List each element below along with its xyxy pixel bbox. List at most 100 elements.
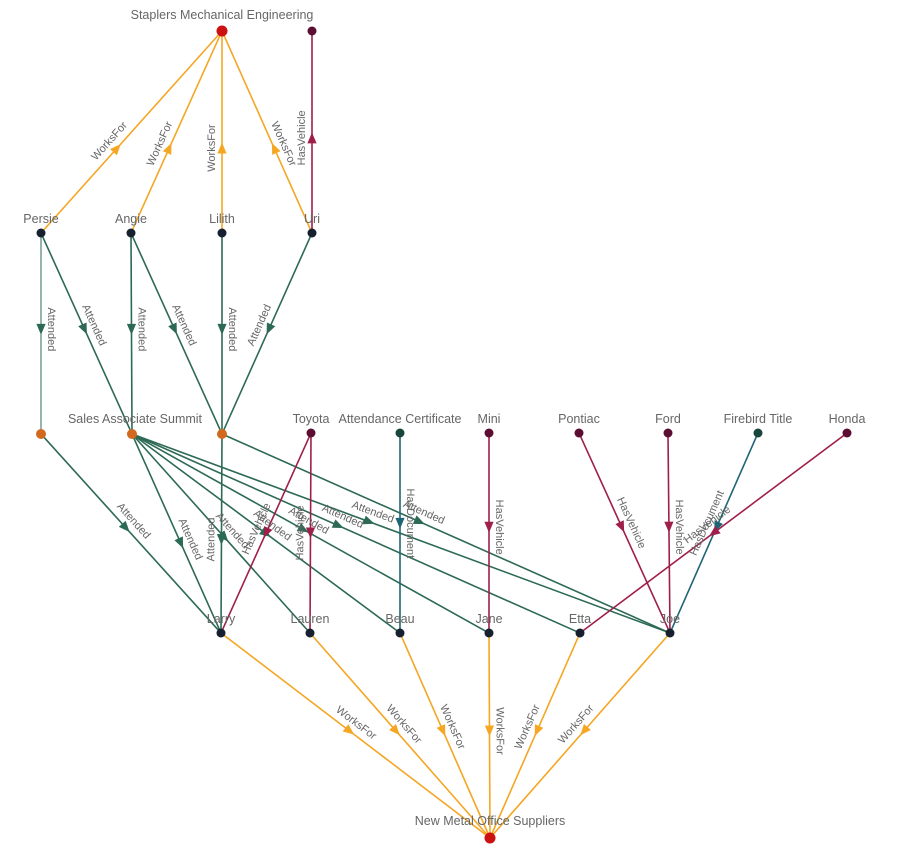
- edge-labels-layer: WorksFor WorksFor WorksFor WorksForHasVehic…: [45, 110, 733, 755]
- edge-arrowhead-icon: [217, 323, 227, 335]
- graph-edge[interactable]: [579, 435, 670, 631]
- graph-node-joe[interactable]: [665, 628, 675, 638]
- node-label-angie: Angie: [115, 212, 147, 226]
- node-label-pontiac: Pontiac: [558, 412, 600, 426]
- edge-label: HasVehicle: [673, 500, 686, 555]
- graph-edge[interactable]: [132, 437, 221, 631]
- edge-arrowhead-icon: [331, 519, 344, 528]
- node-label-lilith: Lilith: [209, 212, 235, 226]
- edge-arrowhead-icon: [484, 725, 495, 737]
- edge-arrowhead-icon: [307, 132, 317, 144]
- edge-arrowhead-icon: [389, 723, 400, 736]
- edge-label: HasDocument: [404, 488, 416, 558]
- edge-arrowhead-icon: [118, 520, 130, 532]
- node-label-etta: Etta: [569, 612, 591, 626]
- node-label-joe: Joe: [660, 612, 680, 626]
- graph-edge[interactable]: [225, 434, 668, 633]
- graph-node-beau[interactable]: [395, 628, 405, 638]
- edge-arrowhead-icon: [580, 723, 591, 736]
- edge-arrowhead-icon: [305, 527, 316, 539]
- edge-arrowhead-icon: [110, 143, 121, 156]
- node-label-larry: Larry: [207, 612, 236, 626]
- edge-label: HasVehicle: [493, 500, 505, 555]
- node-label-mini: Mini: [478, 412, 501, 426]
- graph-node-firebird[interactable]: [753, 428, 763, 438]
- node-labels-layer: Staplers Mechanical Engineering Persie Ang…: [23, 8, 865, 828]
- graph-node-pontiac[interactable]: [574, 428, 584, 438]
- graph-node-angie[interactable]: [126, 228, 136, 238]
- graph-edge[interactable]: [43, 436, 220, 631]
- edge-arrowhead-icon: [263, 526, 273, 539]
- edge-arrowhead-icon: [484, 521, 494, 533]
- graph-edge[interactable]: [42, 33, 220, 231]
- node-label-uri: Uri: [304, 212, 320, 226]
- node-label-beau: Beau: [385, 612, 414, 626]
- edge-arrowhead-icon: [342, 724, 355, 735]
- edge-arrowhead-icon: [174, 536, 184, 549]
- graph-node-att_cert[interactable]: [395, 428, 405, 438]
- edge-label: Attended: [135, 307, 147, 351]
- graph-node-summit2[interactable]: [127, 429, 137, 439]
- edge-arrowhead-icon: [126, 323, 137, 335]
- edge-label: WorksFor: [206, 124, 218, 172]
- graph-node-staplers[interactable]: [216, 25, 228, 37]
- graph-node-newmetal[interactable]: [484, 832, 496, 844]
- edge-arrowhead-icon: [78, 322, 87, 335]
- graph-edge[interactable]: [135, 434, 578, 633]
- node-label-staplers: Staplers Mechanical Engineering: [131, 8, 314, 22]
- node-label-newmetal: New Metal Office Suppliers: [415, 814, 566, 828]
- edge-label: HasVehicle: [296, 110, 308, 165]
- edge-arrowhead-icon: [615, 520, 625, 533]
- edge-arrowhead-icon: [162, 143, 172, 155]
- graph-node-jane[interactable]: [484, 628, 494, 638]
- edge-arrowhead-icon: [36, 323, 46, 335]
- graph-node-honda[interactable]: [842, 428, 852, 438]
- nodes-layer[interactable]: [36, 25, 852, 844]
- graph-node-ford[interactable]: [663, 428, 673, 438]
- edge-arrowhead-icon: [266, 322, 276, 335]
- graph-node-lauren[interactable]: [305, 628, 315, 638]
- graph-edge[interactable]: [223, 34, 312, 231]
- graph-node-uri[interactable]: [307, 228, 317, 238]
- edge-arrowhead-icon: [296, 523, 309, 533]
- edge-arrowhead-icon: [271, 143, 281, 155]
- graph-edge[interactable]: [131, 34, 221, 231]
- node-label-toyota: Toyota: [293, 412, 330, 426]
- graph-node-larry[interactable]: [216, 628, 226, 638]
- node-label-ford: Ford: [655, 412, 681, 426]
- edge-label: Attended: [205, 517, 217, 561]
- edge-arrowhead-icon: [217, 142, 227, 154]
- graph-edge[interactable]: [223, 634, 487, 836]
- graph-node-uri_car[interactable]: [307, 26, 317, 36]
- graph-node-toyota[interactable]: [306, 428, 316, 438]
- edge-arrowhead-icon: [395, 517, 405, 529]
- graph-node-summit1[interactable]: [36, 429, 46, 439]
- graph-node-persie[interactable]: [36, 228, 46, 238]
- node-label-jane: Jane: [475, 612, 502, 626]
- edge-label: Attended: [45, 307, 57, 351]
- edge-arrowhead-icon: [216, 533, 227, 545]
- graph-node-lilith[interactable]: [217, 228, 227, 238]
- node-label-summit2: Sales Associate Summit: [68, 412, 203, 426]
- graph-edge[interactable]: [135, 434, 667, 633]
- edge-arrowhead-icon: [436, 724, 446, 737]
- graph-node-etta[interactable]: [575, 628, 585, 638]
- node-label-lauren: Lauren: [291, 612, 330, 626]
- graph-edge[interactable]: [667, 436, 671, 630]
- edge-arrowhead-icon: [412, 515, 425, 525]
- edge-arrowhead-icon: [362, 515, 375, 525]
- edge-label: Attended: [226, 307, 238, 351]
- edge-arrowhead-icon: [168, 322, 177, 335]
- edge-label: HasVehicle: [294, 505, 306, 560]
- node-label-persie: Persie: [23, 212, 58, 226]
- edge-label: WorksFor: [493, 707, 505, 755]
- graph-node-mini[interactable]: [484, 428, 494, 438]
- node-label-firebird: Firebird Title: [724, 412, 793, 426]
- graph-node-summit3[interactable]: [217, 429, 227, 439]
- arrowheads-layer: [36, 132, 723, 737]
- edge-arrowhead-icon: [534, 724, 544, 737]
- edge-arrowhead-icon: [664, 521, 674, 533]
- node-label-att_cert: Attendance Certificate: [339, 412, 462, 426]
